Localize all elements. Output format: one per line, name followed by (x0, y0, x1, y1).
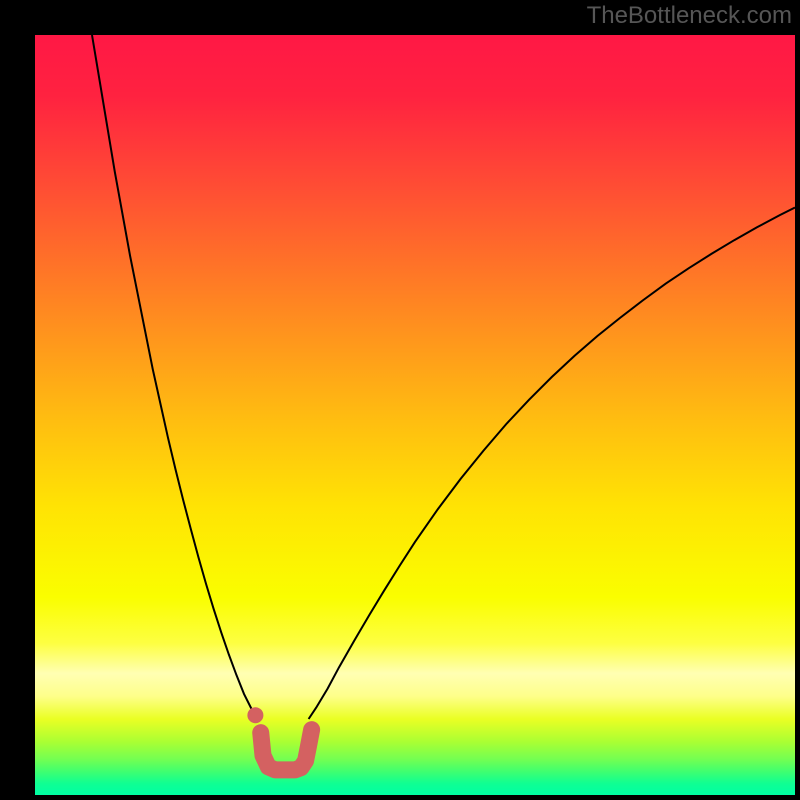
watermark-text: TheBottleneck.com (587, 2, 792, 30)
marker-dot (247, 707, 263, 723)
plot-area (35, 35, 795, 795)
plot-background (35, 35, 795, 795)
plot-svg (35, 35, 795, 795)
chart-root: TheBottleneck.com (0, 0, 800, 800)
